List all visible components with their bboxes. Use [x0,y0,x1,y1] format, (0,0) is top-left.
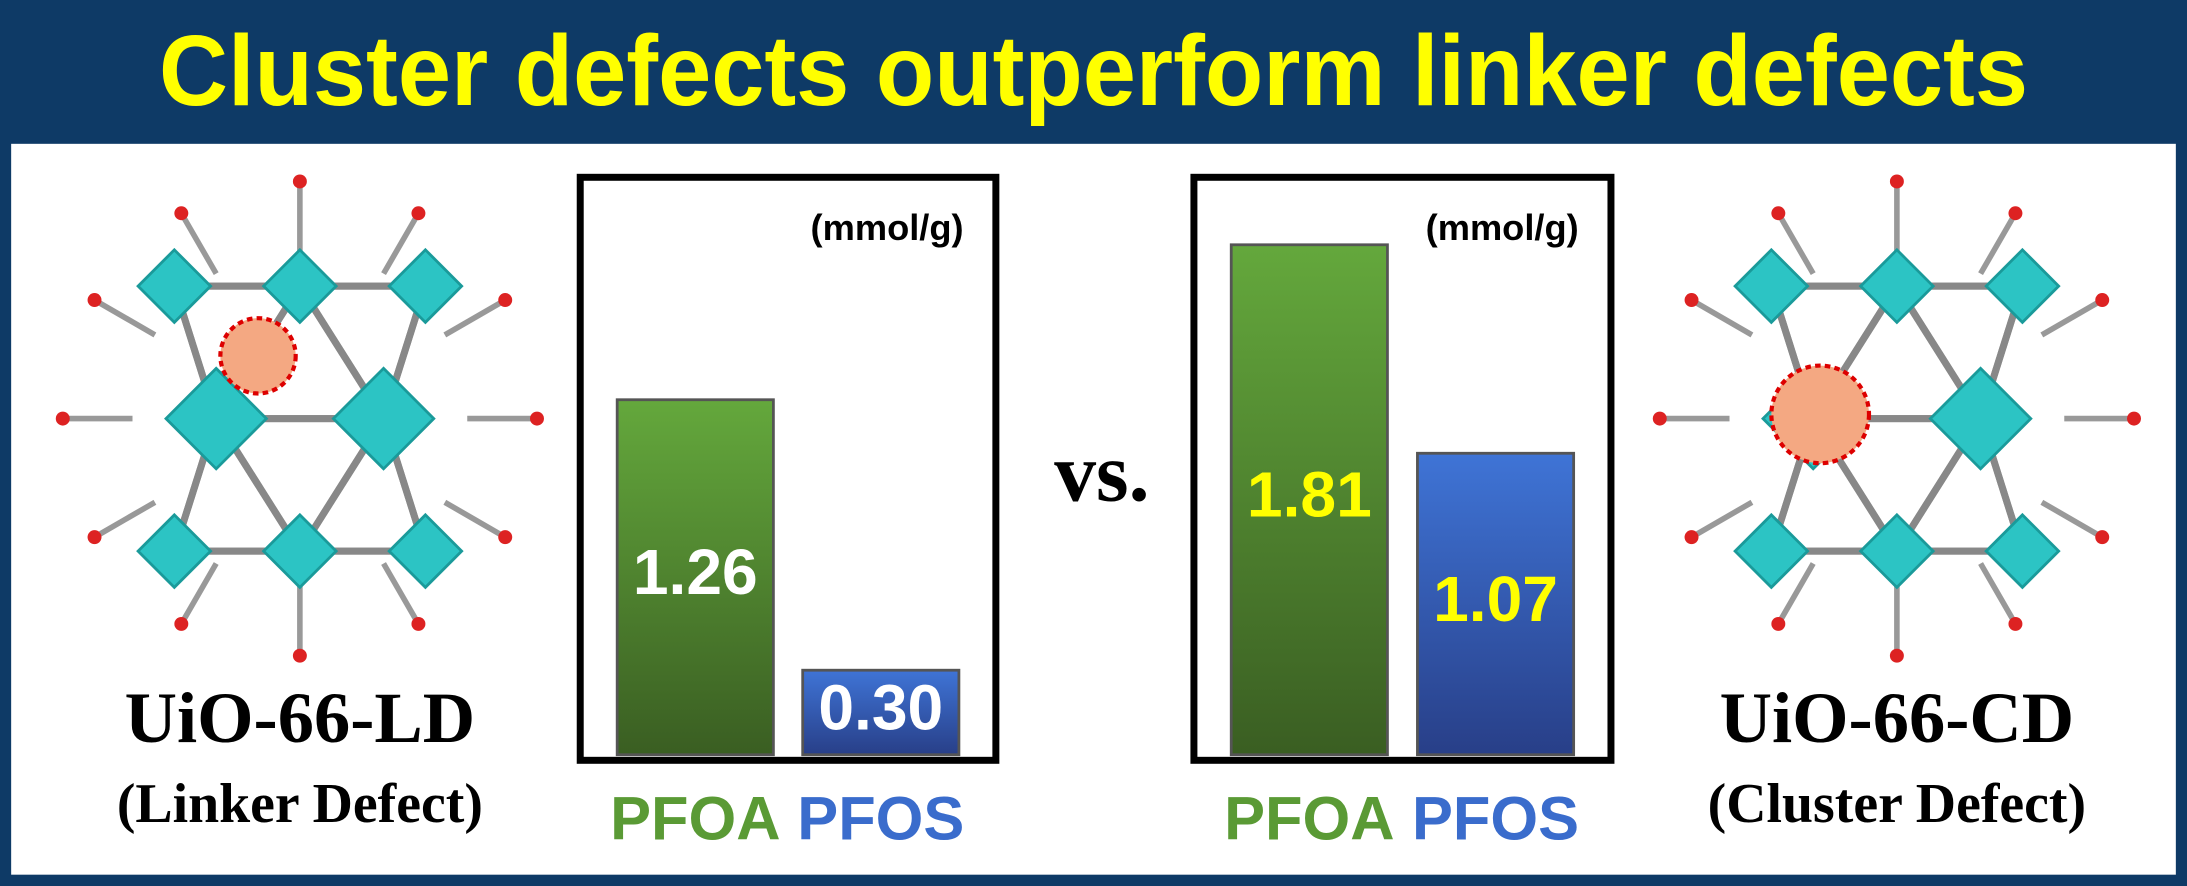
oxygen [1771,206,1786,221]
oxygen [174,616,189,631]
oxygen [530,411,544,426]
linker [1775,211,1816,276]
oxygen [498,293,513,308]
category-label: PFOA [1224,784,1394,853]
oxygen [292,174,307,189]
linker [2040,499,2104,540]
unit-label: (mmol/g) [1426,207,1579,248]
bar [1416,451,1576,757]
oxygen [1889,648,1904,663]
oxygen [174,206,189,221]
oxygen [1771,616,1786,631]
linker [1978,562,2018,626]
cluster [1984,512,2061,590]
chart-frame [576,173,1000,764]
cluster [331,366,436,471]
oxygen [411,616,426,631]
material-description: (Cluster Defect) [1708,773,2086,835]
linker [178,562,219,626]
framework-illustration [55,174,544,663]
oxygen [87,293,102,308]
material-name: UiO-66-CD [1720,677,2074,758]
oxygen [55,411,70,426]
linker [443,499,507,540]
linker [178,211,219,276]
cluster [387,247,464,325]
cluster [164,366,269,471]
panel [11,143,2176,875]
linker [1775,562,1816,626]
oxygen [2095,530,2110,545]
oxygen [498,530,513,545]
chart-frame [1190,173,1615,764]
linker [1690,297,1754,338]
linker [443,297,507,338]
value-label: 1.07 [1433,563,1558,635]
cluster [1984,247,2061,325]
cluster [136,512,213,590]
linker [2040,297,2104,338]
material-description: (Linker Defect) [117,773,483,835]
value-label: 0.30 [818,671,943,743]
bar [1229,243,1389,757]
oxygen [1684,530,1699,545]
defect [1769,363,1872,466]
unit-label: (mmol/g) [811,207,964,248]
oxygen [411,206,426,221]
cluster [1858,247,1936,325]
cluster [261,512,339,590]
oxygen [2127,411,2141,426]
linker [93,499,157,540]
oxygen [2008,616,2023,631]
linker [381,562,421,626]
title: Cluster defects outperform linker defect… [159,15,2028,127]
defect [218,316,298,396]
linker [93,297,157,338]
linker [1978,211,2018,276]
oxygen [1684,293,1699,308]
cluster [387,512,464,590]
cluster [136,247,213,325]
bar [801,668,961,757]
material-name: UiO-66-LD [125,677,475,758]
separator: vs. [1054,427,1149,520]
cluster [1928,366,2033,471]
cluster [1733,247,1810,325]
category-label: PFOS [797,784,964,853]
bar [615,398,775,757]
value-label: 1.26 [633,536,758,608]
oxygen [1652,411,1667,426]
cluster [1733,512,1810,590]
cluster [261,247,339,325]
oxygen [87,530,102,545]
linker [1690,499,1754,540]
oxygen [2008,206,2023,221]
category-label: PFOA [610,784,780,853]
oxygen [292,648,307,663]
value-label: 1.81 [1247,459,1372,531]
linker [381,211,421,276]
oxygen [1889,174,1904,189]
category-label: PFOS [1412,784,1579,853]
cluster [1858,512,1936,590]
framework-illustration [1652,174,2141,663]
oxygen [2095,293,2110,308]
